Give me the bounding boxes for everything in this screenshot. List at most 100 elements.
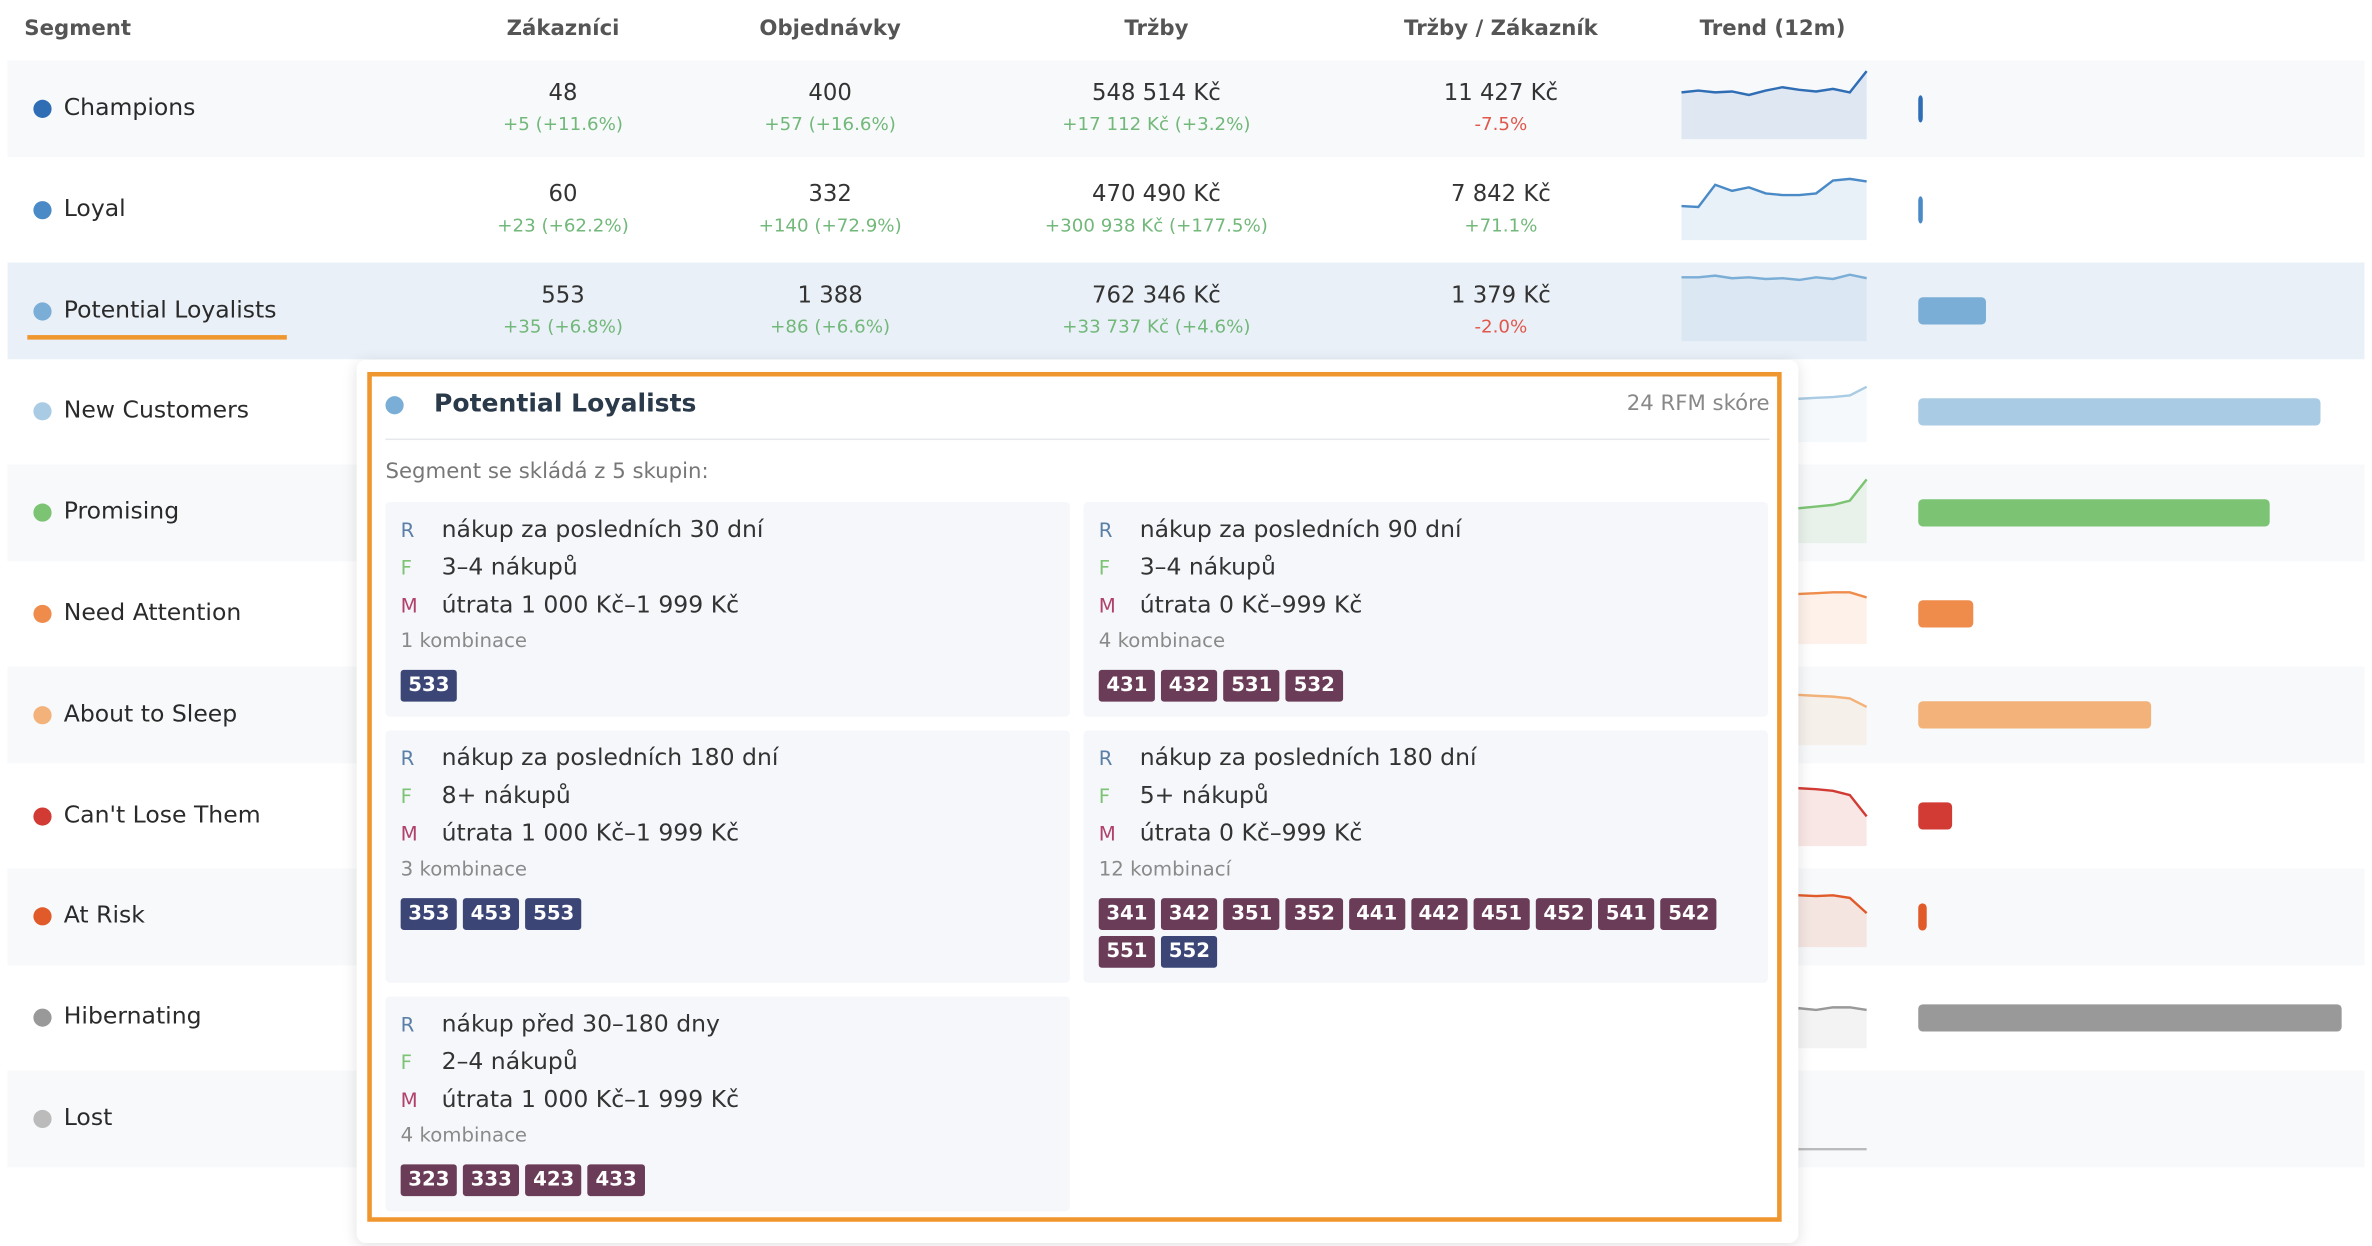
- rfm-code: 533: [400, 669, 458, 702]
- segment-name: About to Sleep: [63, 699, 238, 728]
- rfm-letter: R: [1098, 748, 1113, 772]
- code-list: 533: [400, 669, 1054, 702]
- segment-popup: Potential Loyalists 24 RFM skóre Segment…: [356, 359, 1799, 1243]
- rfm-letter: M: [1098, 824, 1116, 847]
- rfm-condition: 2–4 nákupů: [441, 1047, 578, 1076]
- metric-change: +35 (+6.8%): [503, 315, 624, 337]
- rfm-line: F 2–4 nákupů: [401, 1043, 1055, 1081]
- metric-value: 553: [541, 280, 585, 308]
- rfm-code: 432: [1161, 669, 1218, 702]
- popup-title: Potential Loyalists: [434, 388, 697, 418]
- rfm-condition: 3–4 nákupů: [441, 553, 578, 581]
- rfm-code: 532: [1286, 669, 1343, 702]
- share-bar: [1918, 701, 2152, 729]
- metric-change: +86 (+6.6%): [770, 315, 891, 337]
- rfm-letter: R: [400, 748, 415, 772]
- segment-name: Loyal: [63, 194, 126, 222]
- rfm-condition: útrata 1 000 Kč–1 999 Kč: [441, 1085, 740, 1113]
- rfm-code: 551: [1098, 935, 1156, 968]
- share-bar: [1918, 1004, 2342, 1032]
- rfm-code: 451: [1473, 898, 1530, 930]
- share-bar: [1918, 196, 1923, 224]
- metric-value: 1 379 Kč: [1450, 280, 1551, 308]
- metric-change: +71.1%: [1464, 214, 1538, 236]
- segment-dot: [33, 1008, 52, 1027]
- metric-value: 332: [808, 179, 852, 207]
- metric-value: 470 490 Kč: [1091, 179, 1221, 207]
- metric-change: +17 112 Kč (+3.2%): [1062, 113, 1251, 135]
- rfm-condition: nákup za posledních 90 dní: [1139, 515, 1462, 543]
- segment-dot: [33, 604, 52, 623]
- rfm-condition: 5+ nákupů: [1139, 781, 1269, 809]
- segment-dot: [33, 402, 52, 421]
- share-bar: [1918, 802, 1953, 830]
- rfm-code: 352: [1286, 898, 1343, 930]
- metric-value: 60: [548, 179, 578, 207]
- share-bar: [1918, 499, 2270, 527]
- rfm-code: 423: [525, 1164, 582, 1197]
- trend-line: [1681, 177, 1867, 209]
- segment-name: Need Attention: [63, 598, 242, 627]
- rfm-code: 552: [1161, 935, 1218, 968]
- rfm-line: F 3–4 nákupů: [401, 549, 1055, 587]
- selected-row-bg: [7, 262, 2365, 360]
- rfm-score: 24 RFM skóre: [1626, 391, 1770, 416]
- segment-dot: [33, 503, 52, 522]
- column-header: Tržby: [1124, 16, 1189, 41]
- segment-dot: [33, 99, 52, 118]
- segment-dot: [33, 907, 52, 926]
- trend-area: [1681, 71, 1867, 140]
- rfm-condition: 8+ nákupů: [441, 781, 571, 809]
- rfm-code: 333: [463, 1164, 520, 1197]
- rfm-code: 351: [1223, 898, 1280, 930]
- rfm-code: 342: [1161, 898, 1218, 930]
- metric-value: 762 346 Kč: [1091, 280, 1221, 308]
- trend-area: [1681, 274, 1867, 342]
- rfm-letter: R: [400, 520, 415, 543]
- rfm-letter: F: [1098, 786, 1111, 809]
- rfm-condition: útrata 1 000 Kč–1 999 Kč: [441, 591, 740, 619]
- combination-count: 4 kombinace: [400, 1125, 528, 1148]
- rfm-code: 431: [1098, 669, 1156, 702]
- rfm-letter: F: [400, 557, 413, 581]
- trend-area: [1681, 178, 1867, 241]
- code-list: 341 342 351 352 441 442 451 452 541 542 551 552: [1098, 898, 1752, 968]
- rfm-line: F 5+ nákupů: [1099, 777, 1753, 815]
- rfm-code: 541: [1598, 898, 1655, 930]
- rfm-code: 341: [1098, 898, 1156, 930]
- rfm-condition: 3–4 nákupů: [1139, 553, 1276, 581]
- share-bar: [1918, 297, 1986, 325]
- metric-value: 1 388: [797, 280, 863, 308]
- segment-name: Promising: [63, 497, 180, 525]
- segment-name: Lost: [63, 1103, 113, 1132]
- rfm-condition: útrata 0 Kč–999 Kč: [1139, 819, 1363, 847]
- column-header: Zákazníci: [506, 16, 620, 41]
- separator: [385, 438, 1770, 441]
- share-bar: [1918, 903, 1927, 931]
- segment-name: Can't Lose Them: [63, 800, 261, 829]
- share-bar: [1918, 398, 2321, 426]
- rfm-condition: nákup za posledních 180 dní: [1139, 743, 1477, 772]
- metric-value: 7 842 Kč: [1450, 179, 1551, 207]
- rfm-letter: M: [400, 824, 418, 847]
- segment-name: New Customers: [63, 396, 250, 424]
- rfm-condition: útrata 0 Kč–999 Kč: [1139, 591, 1363, 619]
- popup-highlight: [367, 371, 1782, 1222]
- metric-change: +5 (+11.6%): [503, 113, 624, 135]
- rfm-code: 542: [1660, 898, 1718, 930]
- code-list: 323 333 423 433: [400, 1164, 1054, 1197]
- trend-line: [1681, 273, 1867, 282]
- segment-name: At Risk: [63, 901, 145, 930]
- rfm-code: 531: [1223, 669, 1280, 702]
- rfm-letter: F: [1098, 557, 1111, 581]
